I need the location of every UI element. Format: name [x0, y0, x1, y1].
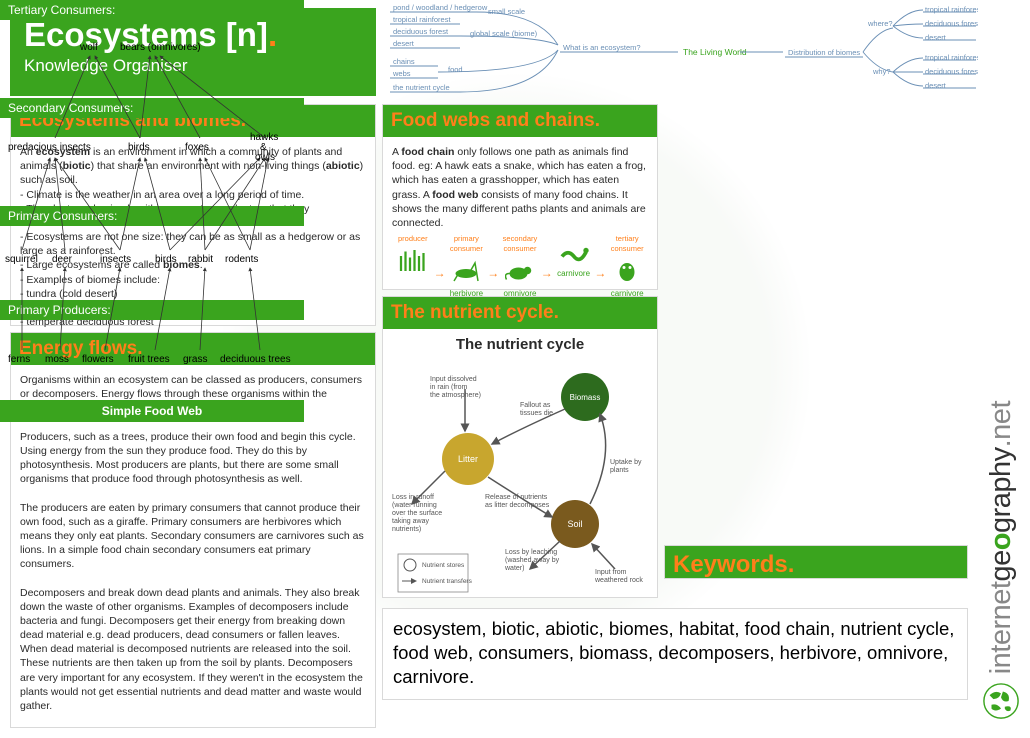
svg-text:Distribution of biomes: Distribution of biomes — [788, 48, 860, 57]
svg-text:tropical rainforest: tropical rainforest — [393, 15, 451, 24]
svg-text:chains: chains — [393, 57, 415, 66]
arrow-icon: → — [487, 265, 499, 281]
owl-icon — [612, 254, 642, 284]
svg-text:tropical rainforest: tropical rainforest — [925, 53, 978, 62]
grass-icon — [398, 244, 428, 274]
title-main: Ecosystems [n] — [24, 16, 268, 53]
svg-text:Nutrient transfers: Nutrient transfers — [422, 578, 473, 585]
svg-text:desert: desert — [925, 33, 947, 42]
mindmap: pond / woodland / hedgerow tropical rain… — [388, 0, 978, 100]
section-energy: Energy flows. Organisms within an ecosys… — [10, 332, 376, 728]
level-bar-producers: Primary Producers: — [0, 300, 304, 320]
section-title-bar: Food webs and chains. — [383, 105, 657, 137]
level-bar-tertiary: Tertiary Consumers: — [0, 0, 304, 20]
svg-text:Biomass: Biomass — [570, 393, 601, 402]
svg-text:Uptake byplants: Uptake byplants — [610, 459, 642, 474]
grasshopper-icon — [451, 254, 481, 284]
svg-text:Soil: Soil — [567, 519, 582, 529]
svg-text:The Living World: The Living World — [683, 47, 747, 57]
title-suffix: . — [268, 16, 277, 53]
brand-text: internetgeography.net — [985, 401, 1018, 674]
section-title: The nutrient cycle — [391, 302, 554, 323]
snake-icon — [559, 234, 589, 264]
header: Ecosystems [n]. Knowledge Organiser — [10, 8, 376, 96]
level-bar-primary: Primary Consumers: — [0, 206, 304, 226]
nutrient-body: The nutrient cycle Biomass Litter Soil I… — [383, 329, 657, 607]
svg-text:Loss by leaching(washed away b: Loss by leaching(washed away bywater) — [504, 549, 560, 572]
svg-text:Litter: Litter — [458, 454, 478, 464]
svg-text:the nutrient cycle: the nutrient cycle — [393, 83, 450, 92]
section-title: Energy flows — [19, 338, 137, 359]
svg-text:deciduous forest: deciduous forest — [393, 27, 449, 36]
nutrient-diagram-title: The nutrient cycle — [389, 335, 651, 355]
food-chain-row: producer → primary consumer herbivore → … — [392, 234, 648, 300]
section-keywords-title: Keywords. — [664, 545, 968, 579]
section-nutrient: The nutrient cycle. The nutrient cycle B… — [382, 296, 658, 598]
svg-text:Loss in runoff(water runningov: Loss in runoff(water runningover the sur… — [392, 494, 442, 533]
svg-text:Release of nutrientsas litter: Release of nutrientsas litter decomposes — [485, 494, 550, 509]
svg-text:Input fromweathered rock: Input fromweathered rock — [594, 569, 643, 584]
section-title: Food webs and chains — [391, 110, 595, 131]
level-bar-secondary: Secondary Consumers: — [0, 98, 304, 118]
svg-text:deciduous forest: deciduous forest — [925, 19, 978, 28]
food-web-bottom-title: Simple Food Web — [0, 400, 304, 422]
svg-text:deciduous forest: deciduous forest — [925, 67, 978, 76]
svg-text:What is an ecosystem?: What is an ecosystem? — [563, 43, 641, 52]
svg-text:why?: why? — [872, 67, 891, 76]
svg-text:webs: webs — [392, 69, 411, 78]
section-foodwebs: Food webs and chains. A food chain only … — [382, 104, 658, 290]
svg-text:Nutrient stores: Nutrient stores — [422, 562, 465, 569]
arrow-icon: → — [434, 265, 446, 281]
svg-text:food: food — [448, 65, 463, 74]
svg-text:pond / woodland / hedgerow: pond / woodland / hedgerow — [393, 3, 488, 12]
section-title-bar: The nutrient cycle. — [383, 297, 657, 329]
foodwebs-body: A food chain only follows one path as an… — [383, 137, 657, 308]
section-title-bar: Energy flows. — [11, 333, 375, 365]
keywords-list: ecosystem, biotic, abiotic, biomes, habi… — [382, 608, 968, 700]
foodwebs-text: A food chain only follows one path as an… — [392, 145, 648, 230]
globe-icon — [982, 682, 1020, 720]
page-subtitle: Knowledge Organiser — [24, 56, 362, 76]
nutrient-diagram: Biomass Litter Soil Input dissolvedin ra… — [389, 359, 651, 599]
mouse-icon — [505, 254, 535, 284]
svg-text:Fallout astissues die: Fallout astissues die — [520, 402, 553, 417]
svg-text:tropical rainforest: tropical rainforest — [925, 5, 978, 14]
svg-text:desert: desert — [393, 39, 415, 48]
page-title: Ecosystems [n]. — [24, 16, 362, 54]
section-title: Keywords — [673, 551, 788, 578]
arrow-icon: → — [541, 265, 553, 281]
brand-sidebar: internetgeography.net — [976, 0, 1026, 738]
arrow-icon: → — [594, 265, 606, 281]
svg-text:Input dissolvedin rain (fromth: Input dissolvedin rain (fromthe atmosphe… — [430, 376, 481, 399]
svg-text:where?: where? — [867, 19, 893, 28]
svg-text:desert: desert — [925, 81, 947, 90]
